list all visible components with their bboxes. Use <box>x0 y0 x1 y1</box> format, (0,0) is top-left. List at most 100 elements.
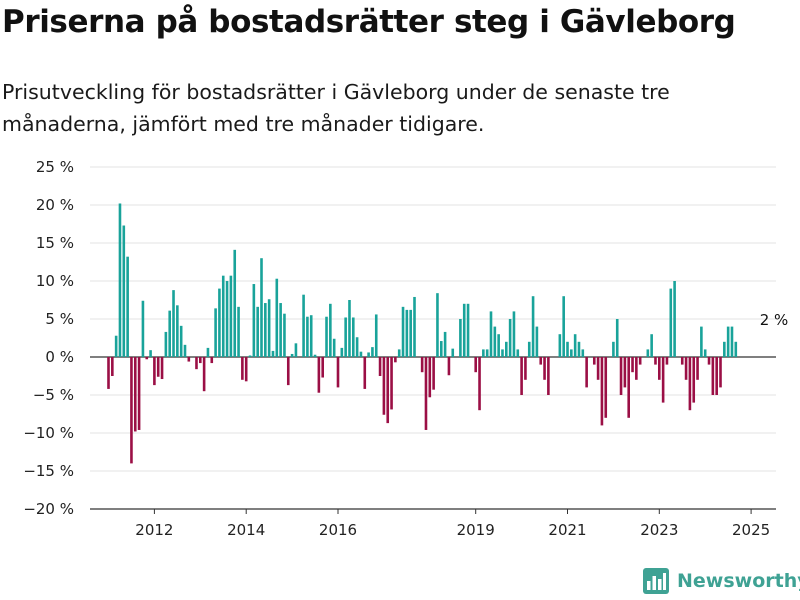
bar <box>394 357 397 363</box>
bar <box>573 334 577 357</box>
y-tick-label: −15 % <box>23 462 74 480</box>
x-tick-label: 2023 <box>640 521 678 539</box>
bar <box>631 357 634 373</box>
bar <box>436 293 439 357</box>
bar <box>596 357 600 380</box>
bar <box>535 326 539 357</box>
bar <box>260 258 263 357</box>
bar <box>581 349 585 357</box>
bar <box>160 357 164 380</box>
bar <box>478 357 481 411</box>
newsworthy-logo[interactable]: Newsworthy <box>643 568 800 594</box>
bar <box>527 341 531 357</box>
bar <box>443 331 447 357</box>
bar <box>283 313 286 357</box>
bar <box>294 343 298 357</box>
x-tick-label: 2012 <box>135 521 173 539</box>
bar <box>723 341 726 357</box>
bar <box>332 338 336 357</box>
bar <box>466 303 470 357</box>
bar <box>130 357 133 464</box>
bar <box>153 357 156 386</box>
bar <box>244 357 248 382</box>
bar <box>214 308 217 357</box>
y-tick-label: 20 % <box>36 196 74 214</box>
bar <box>352 317 355 357</box>
bar <box>673 281 676 357</box>
bar <box>107 357 110 389</box>
x-axis: 2012 2014 2016 2019 2021 2023 2025 <box>90 508 776 539</box>
y-tick-label: 15 % <box>36 234 74 252</box>
annotations: 2 % <box>760 311 789 329</box>
bar <box>225 281 229 357</box>
bar <box>570 349 573 357</box>
bar <box>493 326 497 357</box>
bar <box>566 341 569 357</box>
bar <box>401 306 405 357</box>
bar <box>654 357 657 365</box>
bar <box>696 357 699 380</box>
bar <box>612 341 615 357</box>
bars <box>107 203 738 464</box>
bar <box>141 300 145 357</box>
bar <box>168 310 171 357</box>
bar <box>367 352 370 357</box>
bar <box>164 331 168 357</box>
bar <box>719 357 722 388</box>
bar <box>409 309 412 357</box>
bar <box>176 305 179 357</box>
bar <box>133 357 137 432</box>
bar <box>482 349 485 357</box>
bar <box>726 326 730 357</box>
bar <box>650 334 653 357</box>
logo-icon <box>643 568 669 594</box>
bar <box>497 334 500 357</box>
bar <box>520 357 523 395</box>
bar <box>547 357 550 395</box>
bar <box>707 357 711 365</box>
bar <box>252 284 256 357</box>
bar <box>592 357 596 365</box>
bar <box>688 357 692 411</box>
bar <box>145 357 149 360</box>
bar <box>336 357 340 388</box>
bar <box>665 357 669 365</box>
bar <box>264 303 267 357</box>
bar <box>241 357 244 380</box>
bar <box>256 306 259 357</box>
bar <box>428 357 432 398</box>
chart-subtitle: Prisutveckling för bostadsrätter i Gävle… <box>2 80 670 136</box>
gridlines <box>90 166 776 510</box>
x-tick-label: 2016 <box>319 521 357 539</box>
bar <box>286 357 290 386</box>
bar <box>199 357 202 364</box>
bar <box>118 203 122 357</box>
bar <box>290 353 294 357</box>
bar <box>309 315 313 357</box>
bar <box>317 357 321 393</box>
bar <box>183 344 187 357</box>
bar <box>325 316 328 357</box>
bar <box>386 357 390 424</box>
bar <box>485 349 489 357</box>
y-tick-label: −10 % <box>23 424 74 442</box>
bar <box>692 357 696 403</box>
x-tick-label: 2021 <box>548 521 586 539</box>
bar <box>302 294 305 357</box>
bar <box>516 349 520 357</box>
bar <box>623 357 627 388</box>
bar <box>684 357 688 380</box>
bar <box>474 357 477 373</box>
bar <box>279 303 282 357</box>
bar <box>619 357 623 395</box>
bar <box>462 303 466 357</box>
bar <box>501 349 504 357</box>
y-tick-label: 5 % <box>45 310 74 328</box>
chart-title: Priserna på bostadsrätter steg i Gävlebo… <box>2 4 736 40</box>
bar <box>638 357 642 365</box>
bar <box>451 348 455 357</box>
bar <box>543 357 546 380</box>
bar <box>172 290 175 357</box>
y-tick-label: −20 % <box>23 500 74 518</box>
